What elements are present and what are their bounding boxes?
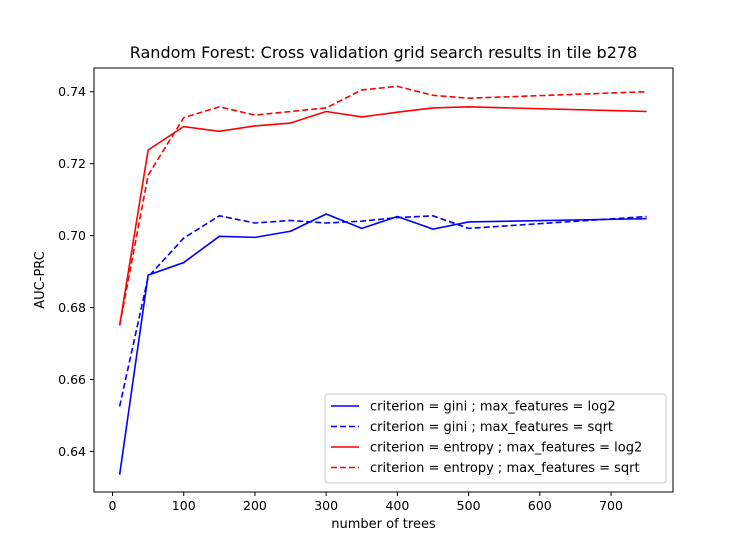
y-tick-label: 0.72	[58, 156, 86, 171]
series-layer	[118, 85, 647, 475]
chart-title: Random Forest: Cross validation grid sea…	[130, 43, 638, 62]
y-axis: 0.64 0.66 0.68 0.70 0.72 0.74	[58, 84, 94, 459]
y-tick-label: 0.64	[58, 444, 86, 459]
x-tick-label: 400	[385, 498, 409, 513]
y-tick-label: 0.68	[58, 300, 86, 315]
series-line-4	[118, 85, 647, 326]
y-tick-label: 0.74	[58, 84, 86, 99]
x-axis: 0 100 200 300 400 500 600 700	[109, 492, 623, 513]
x-axis-label: number of trees	[331, 517, 436, 532]
legend-label: criterion = gini ; max_features = sqrt	[370, 420, 613, 435]
legend-label: criterion = entropy ; max_features = log…	[370, 441, 642, 456]
x-tick-label: 0	[109, 498, 117, 513]
series-line-1	[118, 213, 647, 475]
series-line-3	[118, 106, 647, 326]
legend-box	[324, 393, 667, 484]
y-tick-label: 0.66	[58, 372, 86, 387]
x-tick-label: 300	[314, 498, 338, 513]
x-tick-label: 600	[528, 498, 552, 513]
y-axis-label: AUC-PRC	[33, 251, 48, 308]
legend: criterion = gini ; max_features = log2 cr…	[324, 393, 667, 484]
series-line-2	[118, 215, 647, 407]
x-tick-label: 700	[599, 498, 623, 513]
x-tick-label: 500	[457, 498, 481, 513]
legend-label: criterion = entropy ; max_features = sqr…	[370, 461, 640, 476]
legend-label: criterion = gini ; max_features = log2	[370, 400, 616, 415]
x-tick-label: 100	[172, 498, 196, 513]
x-tick-label: 200	[243, 498, 267, 513]
plot-area	[93, 67, 674, 493]
y-tick-label: 0.70	[58, 228, 86, 243]
